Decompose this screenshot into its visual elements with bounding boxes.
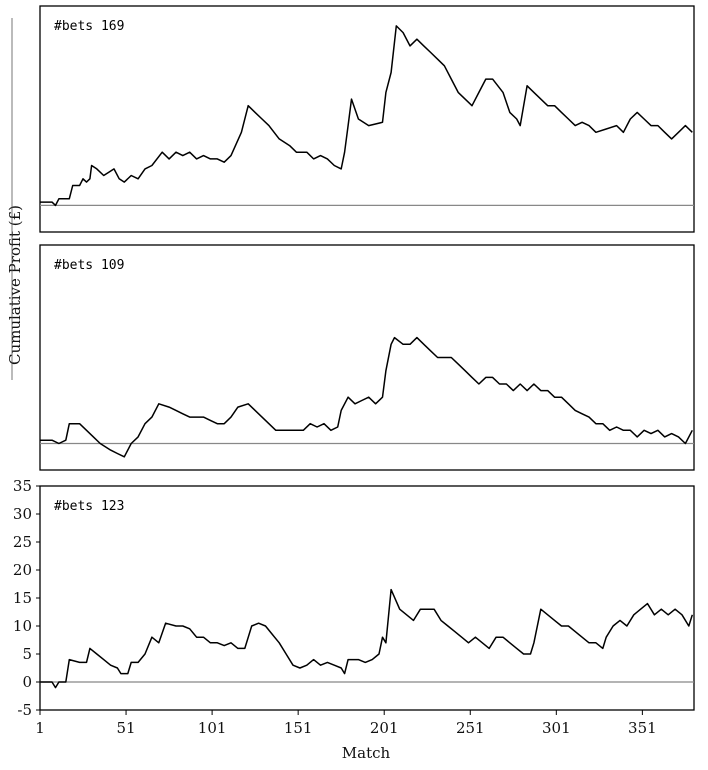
panel-frame [39, 5, 695, 233]
x-tick-label: 51 [117, 719, 136, 737]
y-tick-label: 15 [13, 589, 32, 607]
x-axis-label: Match [342, 744, 391, 762]
y-tick-label: -5 [17, 701, 32, 719]
y-axis-label: Cumulative Profit (£) [6, 205, 24, 365]
panel-2: #bets 109 [39, 244, 695, 471]
x-tick-label: 351 [628, 719, 657, 737]
y-tick-label: 0 [22, 673, 32, 691]
y-tick-label: 35 [13, 477, 32, 495]
y-tick-label: 25 [13, 533, 32, 551]
panel-label: #bets 109 [54, 258, 124, 273]
panels: #bets 169 #bets 109 #bets 123 -5 0 5 10 15 20 25 3… [13, 5, 695, 737]
y-axis-title-group: Cumulative Profit (£) [6, 18, 24, 380]
panel-frame [39, 244, 695, 471]
panel-label: #bets 123 [54, 499, 124, 514]
panel-1: #bets 169 [39, 5, 695, 233]
x-tick-label: 101 [198, 719, 227, 737]
x-tick-label: 301 [542, 719, 571, 737]
series-line [40, 336, 693, 458]
x-tick-label: 1 [35, 719, 45, 737]
series-line [40, 588, 694, 689]
panel-label: #bets 169 [54, 19, 124, 34]
y-tick-label: 20 [13, 561, 32, 579]
x-tick-label: 251 [456, 719, 485, 737]
x-tick-label: 201 [370, 719, 399, 737]
y-tick-label: 5 [22, 645, 32, 663]
y-tick-label: 30 [13, 505, 32, 523]
y-tick-label: 10 [13, 617, 32, 635]
x-tick-label: 151 [284, 719, 313, 737]
series-line [40, 25, 693, 207]
panel-frame [39, 485, 695, 711]
